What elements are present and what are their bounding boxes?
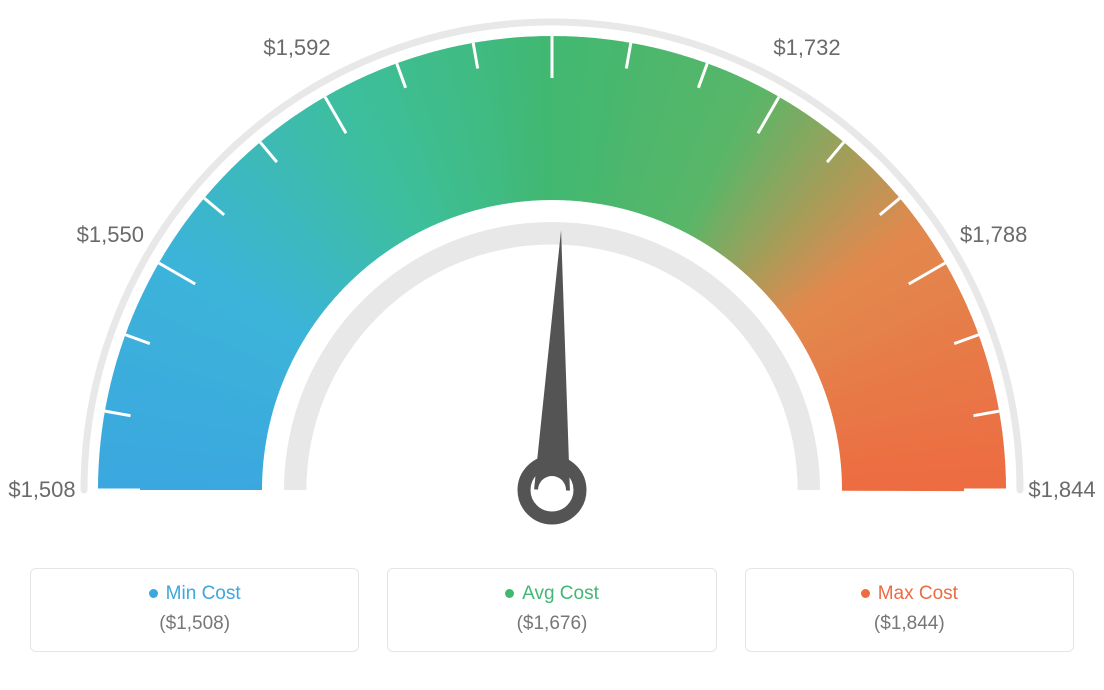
legend-value-min: ($1,508) bbox=[41, 613, 348, 635]
dot-icon bbox=[861, 589, 870, 598]
legend-value-max: ($1,844) bbox=[756, 613, 1063, 635]
legend-title-avg: Avg Cost bbox=[505, 583, 599, 605]
gauge-tick-label: $1,592 bbox=[263, 35, 330, 61]
gauge-tick-label: $1,844 bbox=[1028, 477, 1095, 503]
dot-icon bbox=[149, 589, 158, 598]
gauge-tick-label: $1,550 bbox=[77, 222, 144, 248]
gauge-chart: $1,508$1,550$1,592$1,676$1,732$1,788$1,8… bbox=[0, 0, 1104, 560]
legend-label: Avg Cost bbox=[522, 583, 599, 605]
legend-label: Min Cost bbox=[166, 583, 241, 605]
gauge-tick-label: $1,788 bbox=[960, 222, 1027, 248]
legend-card-avg: Avg Cost ($1,676) bbox=[387, 568, 716, 652]
legend-card-min: Min Cost ($1,508) bbox=[30, 568, 359, 652]
legend-card-max: Max Cost ($1,844) bbox=[745, 568, 1074, 652]
legend-value-avg: ($1,676) bbox=[398, 613, 705, 635]
gauge-tick-label: $1,732 bbox=[773, 35, 840, 61]
gauge-tick-label: $1,508 bbox=[8, 477, 75, 503]
gauge-svg bbox=[0, 0, 1104, 560]
legend-label: Max Cost bbox=[878, 583, 958, 605]
legend-title-max: Max Cost bbox=[861, 583, 958, 605]
dot-icon bbox=[505, 589, 514, 598]
legend-row: Min Cost ($1,508) Avg Cost ($1,676) Max … bbox=[0, 568, 1104, 652]
legend-title-min: Min Cost bbox=[149, 583, 241, 605]
